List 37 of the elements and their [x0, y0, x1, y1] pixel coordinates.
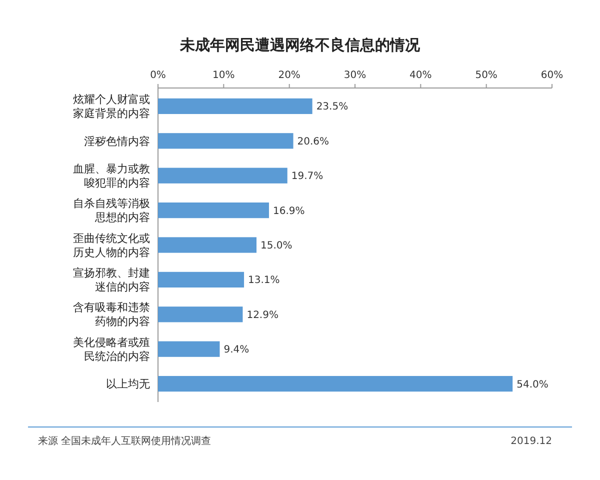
data-label: 15.0%: [260, 240, 292, 252]
y-tick-label: 以上均无: [106, 378, 150, 391]
data-label: 12.9%: [246, 310, 278, 321]
bar: [158, 98, 312, 114]
bar: [158, 202, 269, 218]
bar: [158, 237, 256, 253]
y-tick-label: 含有吸毒和违禁药物的内容: [73, 301, 150, 328]
bar: [158, 376, 513, 392]
bar: [158, 168, 288, 184]
chart-title: 未成年网民遭遇网络不良信息的情况: [179, 36, 421, 54]
y-tick-label: 宣扬邪教、封建迷信的内容: [73, 266, 150, 294]
bar: [158, 341, 220, 357]
x-tick-label: 10%: [212, 70, 235, 81]
text: 2019.12: [510, 436, 552, 447]
data-label: 23.5%: [316, 102, 348, 113]
data-label: 19.7%: [291, 171, 324, 182]
y-tick-label: 淫秽色情内容: [84, 134, 150, 148]
data-label: 13.1%: [248, 275, 280, 286]
bar: [158, 133, 294, 149]
y-tick-label: 炫耀个人财富或家庭背景的内容: [73, 93, 150, 120]
source-note: 来源 全国未成年人互联网使用情况调查: [38, 435, 212, 447]
bar: [158, 306, 243, 322]
x-tick-label: 40%: [410, 70, 432, 81]
x-tick-label: 50%: [475, 70, 498, 81]
y-tick-label: 歪曲传统文化或历史人物的内容: [73, 232, 150, 259]
x-tick-label: 60%: [540, 70, 564, 81]
y-tick-label: 血腥、暴力或教唆犯罪的内容: [73, 162, 150, 190]
data-label: 9.4%: [224, 344, 250, 356]
x-tick-label: 30%: [344, 70, 366, 81]
y-tick-label: 自杀自残等消极思想的内容: [73, 197, 150, 224]
y-tick-label: 美化侵略者或殖民统治的内容: [73, 336, 150, 363]
x-tick-label: 20%: [278, 70, 300, 81]
x-tick-label: 0%: [150, 70, 166, 81]
data-label: 20.6%: [297, 136, 330, 148]
data-label: 16.9%: [272, 206, 305, 217]
bar: [158, 272, 244, 288]
data-label: 54.0%: [516, 379, 548, 390]
